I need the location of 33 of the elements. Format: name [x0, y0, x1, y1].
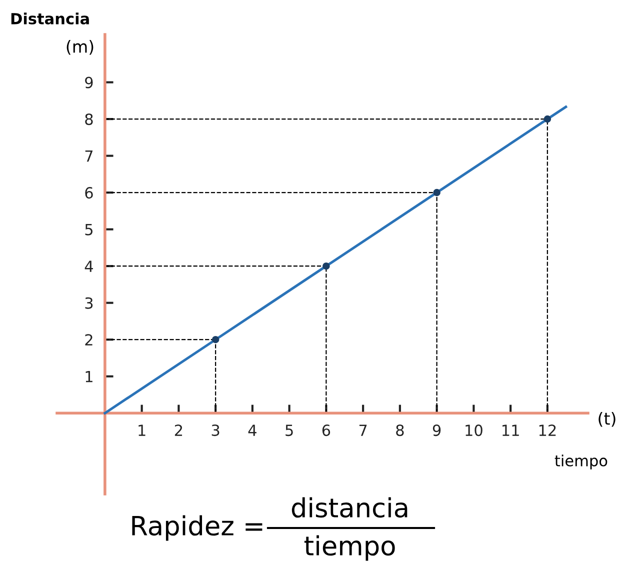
- y-tick-label: 7: [85, 150, 93, 162]
- text: Rapidez =: [132, 515, 262, 541]
- x-tick-label: 1: [138, 424, 146, 436]
- y-tick-label: 6: [85, 187, 93, 199]
- text: distancia: [292, 497, 408, 518]
- x-tick-label: 9: [432, 424, 441, 436]
- text: tiempo: [304, 535, 395, 561]
- x-tick-label: 10: [466, 424, 482, 436]
- y-tick-label: 4: [84, 260, 93, 272]
- y-tick-label: 8: [85, 114, 93, 126]
- x-tick-label: 4: [248, 424, 256, 436]
- y-tick-label: 5: [85, 224, 92, 236]
- x-tick-label: 2: [174, 424, 182, 436]
- text: (t): [598, 412, 616, 427]
- x-tick-label: 5: [286, 424, 293, 436]
- y-tick-label: 9: [85, 76, 93, 88]
- annotation: (m): [66, 40, 94, 55]
- y-tick-label: 3: [85, 297, 93, 309]
- point: [212, 336, 220, 344]
- line-series: [104, 106, 568, 414]
- x-tick-label: 7: [359, 424, 367, 436]
- x-tick-label: 3: [212, 424, 220, 436]
- x-tick-label: 12: [539, 424, 556, 436]
- x-axis-title: tiempo: [554, 454, 608, 470]
- y-tick-label: 2: [85, 334, 92, 346]
- x-tick-label: 6: [322, 424, 330, 436]
- point: [433, 188, 440, 196]
- point: [322, 262, 330, 270]
- point: [544, 115, 552, 123]
- y-axis-title: Distancia: [11, 12, 89, 24]
- y-tick-label: 1: [86, 371, 92, 382]
- x-tick-label: 8: [396, 424, 404, 436]
- x-tick-label: 11: [502, 424, 519, 436]
